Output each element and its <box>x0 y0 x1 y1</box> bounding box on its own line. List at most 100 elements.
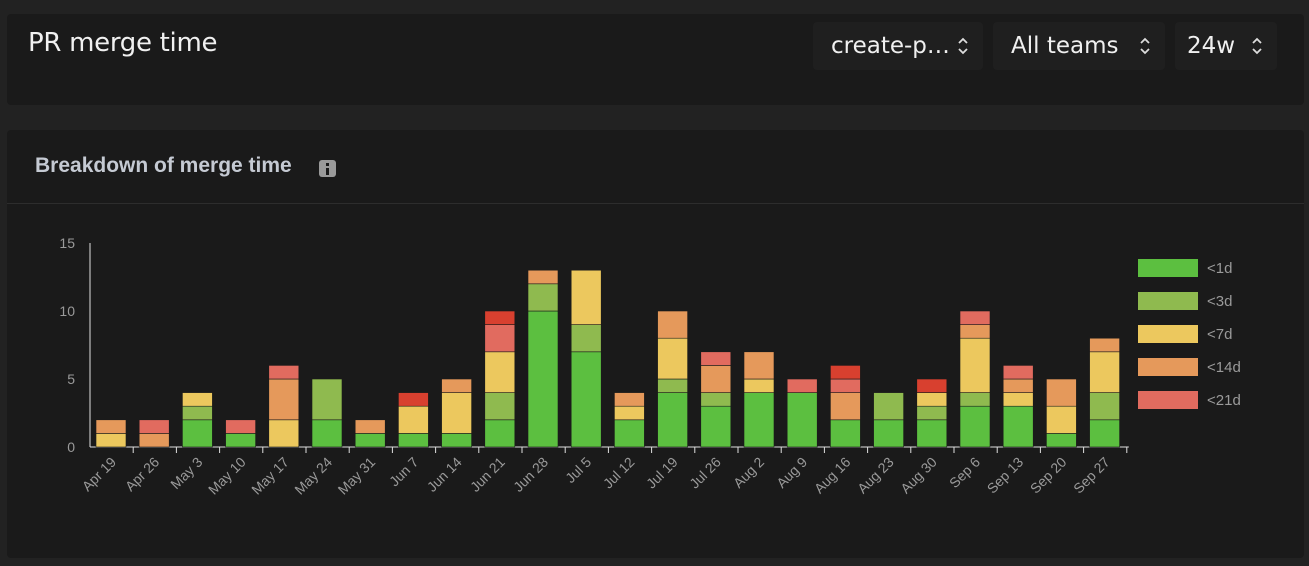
x-tick-label: Jun 21 <box>467 454 508 495</box>
x-tick-label: Aug 30 <box>897 454 940 497</box>
x-tick-label: Aug 2 <box>730 454 767 491</box>
panel-header: Breakdown of merge time <box>7 130 1304 204</box>
info-icon[interactable] <box>319 160 336 177</box>
bar-segment <box>268 365 300 380</box>
page-title: PR merge time <box>28 28 218 58</box>
chevron-up-down-icon <box>1252 37 1262 55</box>
legend-swatch <box>1138 325 1198 343</box>
legend-label: <1d <box>1207 260 1232 277</box>
bar-segment <box>700 392 732 407</box>
bar-segment <box>484 310 516 325</box>
x-tick-label: May 3 <box>167 454 205 492</box>
bar-segment <box>743 378 775 393</box>
bar-segment <box>1002 378 1034 393</box>
bar-segment <box>441 392 472 434</box>
bar-segment <box>786 392 818 448</box>
x-tick-label: May 17 <box>248 454 292 498</box>
x-tick-label: May 24 <box>291 454 335 498</box>
bar-segment <box>268 419 300 448</box>
x-tick-label: Aug 23 <box>854 454 897 497</box>
x-tick-label: Apr 26 <box>122 454 163 495</box>
bar-segment <box>959 405 991 448</box>
x-tick-label: Apr 19 <box>79 454 120 495</box>
x-tick-label: May 31 <box>335 454 379 498</box>
bar-segment <box>959 392 991 407</box>
bar-segment <box>786 378 818 393</box>
x-tick-label: Aug 9 <box>773 454 810 491</box>
range-select[interactable]: 24w <box>1175 22 1277 70</box>
bar-segment <box>657 310 688 339</box>
x-tick-label: Jun 7 <box>386 454 422 490</box>
x-tick-label: Jul 5 <box>562 454 594 486</box>
bar-segment <box>830 392 861 421</box>
bar-segment <box>830 378 861 393</box>
bar-segment <box>743 392 775 448</box>
bar-segment <box>657 392 688 448</box>
bar-segment <box>570 324 602 353</box>
bar-segment <box>657 337 688 380</box>
bar-segment <box>527 283 559 312</box>
x-tick-label: Jul 19 <box>643 454 681 492</box>
bar-segment <box>138 433 170 448</box>
bar-segment <box>700 365 732 393</box>
bar-segment <box>484 324 516 353</box>
team-select[interactable]: All teams <box>993 22 1165 70</box>
bar-segment <box>441 378 472 393</box>
bar-segment <box>527 269 559 285</box>
bar-segment <box>398 405 429 434</box>
legend-label: <14d <box>1207 359 1241 376</box>
bar-segment <box>614 419 645 448</box>
bar-segment <box>700 351 732 366</box>
bar-segment <box>225 433 256 448</box>
legend-label: <7d <box>1207 326 1232 343</box>
x-tick-label: Sep 20 <box>1027 454 1070 497</box>
bar-segment <box>441 433 472 448</box>
x-tick-label: Sep 13 <box>984 454 1027 497</box>
x-tick-label: Jun 28 <box>510 454 551 495</box>
repository-select[interactable]: create-p… <box>813 22 983 70</box>
bar-segment <box>614 405 645 421</box>
bar-segment <box>527 310 559 448</box>
bar-segment <box>1046 405 1077 434</box>
bar-segment <box>1002 405 1034 448</box>
bar-segment <box>916 419 948 448</box>
bar-segment <box>959 324 991 339</box>
bar-segment <box>354 433 386 448</box>
x-tick-label: Sep 27 <box>1070 454 1113 497</box>
x-tick-label: Jun 14 <box>424 454 465 495</box>
range-select-value: 24w <box>1187 33 1236 59</box>
bar-segment <box>398 392 429 407</box>
y-tick-label: 0 <box>67 439 75 455</box>
bar-segment <box>700 405 732 448</box>
bar-segment <box>1089 337 1120 353</box>
x-tick-label: Sep 6 <box>946 454 983 491</box>
bar-segment <box>138 419 170 434</box>
x-tick-label: Jul 26 <box>686 454 724 492</box>
bar-segment <box>311 378 343 421</box>
bar-segment <box>743 351 775 380</box>
x-tick-label: Jul 12 <box>600 454 638 492</box>
bar-segment <box>830 365 861 380</box>
bar-segment <box>614 392 645 407</box>
bar-segment <box>959 310 991 325</box>
legend-swatch <box>1138 259 1198 277</box>
team-select-value: All teams <box>1011 33 1119 59</box>
bar-segment <box>1046 378 1077 407</box>
bar-segment <box>570 351 602 448</box>
bar-segment <box>484 419 516 448</box>
panel-title: Breakdown of merge time <box>35 154 292 177</box>
merge-time-panel: Breakdown of merge time <box>7 130 1304 558</box>
bar-segment <box>657 378 688 393</box>
bar-segment <box>484 392 516 421</box>
legend-label: <21d <box>1207 392 1241 409</box>
bar-segment <box>873 419 904 448</box>
bar-segment <box>1046 433 1077 448</box>
bar-segment <box>354 419 386 434</box>
y-tick-label: 5 <box>67 371 75 387</box>
bar-segment <box>484 351 516 393</box>
bar-segment <box>1002 392 1034 407</box>
bar-segment <box>182 419 213 448</box>
bar-segment <box>225 419 256 434</box>
bar-segment <box>95 419 127 434</box>
